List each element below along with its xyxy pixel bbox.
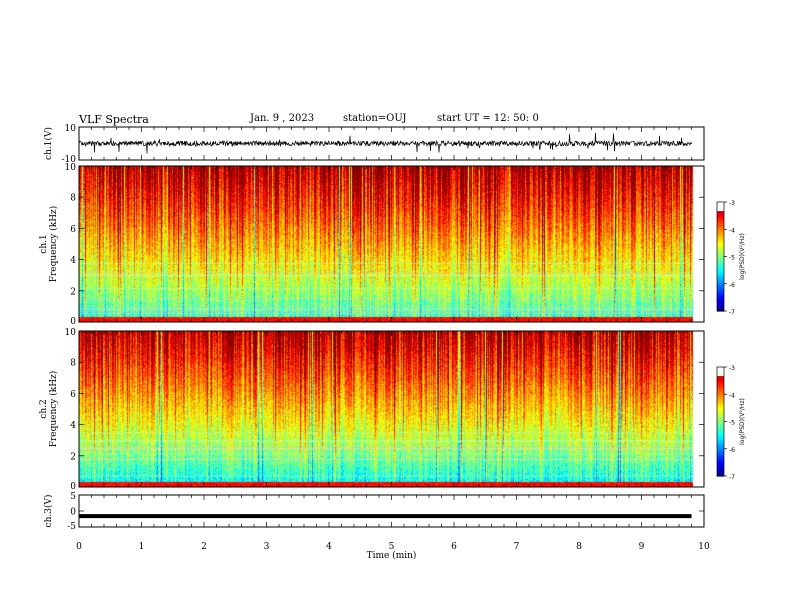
svg-text:log(PSD)(V²/Hz): log(PSD)(V²/Hz) xyxy=(739,233,746,280)
ch3-waveform-ylabel: ch.3(V) xyxy=(43,495,54,528)
ch1-spectrogram-colorbar-tick: -5 xyxy=(729,255,735,262)
date-label: Jan. 9 , 2023 xyxy=(250,113,315,124)
ch2-spectrogram-ytick-label: 10 xyxy=(65,328,77,338)
svg-text:ch.1: ch.1 xyxy=(39,234,49,253)
ch3-waveform-ytick-label: -5 xyxy=(67,522,76,532)
chart-title: VLF Spectra xyxy=(79,113,149,126)
svg-text:ch.3(V): ch.3(V) xyxy=(43,495,54,528)
xtick-label: 2 xyxy=(201,542,207,552)
svg-text:Frequency (kHz): Frequency (kHz) xyxy=(48,371,59,448)
start-time-label: start UT = 12: 50: 0 xyxy=(437,113,539,124)
ch2-spectrogram-ytick-label: 6 xyxy=(70,390,76,400)
ch2-spectrogram-colorbar-tick: -6 xyxy=(729,447,735,454)
xtick-label: 4 xyxy=(326,542,332,552)
ch1-spectrogram-ytick-label: 6 xyxy=(70,225,76,235)
xtick-label: 8 xyxy=(576,542,582,552)
ch3-waveform-ytick-label: 0 xyxy=(70,508,76,518)
ch2-spectrogram-ytick-label: 2 xyxy=(70,452,76,462)
xtick-label: 0 xyxy=(76,542,82,552)
ch1-spectrogram-ytick-label: 2 xyxy=(70,287,76,297)
ch3-waveform-ytick-label: 5 xyxy=(70,492,76,502)
svg-text:log(PSD)(V²/Hz): log(PSD)(V²/Hz) xyxy=(739,398,746,445)
ch1-spectrogram-ytick-label: 0 xyxy=(70,317,76,327)
ch2-spectrogram-ytick-label: 8 xyxy=(70,359,76,369)
xtick-label: 1 xyxy=(139,542,145,552)
ch1-spectrogram-ylabel: ch.1 Frequency (kHz) xyxy=(39,206,59,283)
ch1-spectrogram-colorbar-tick: -4 xyxy=(729,227,735,234)
ch1-waveform-trace xyxy=(78,132,692,154)
xtick-label: 9 xyxy=(639,542,645,552)
ch2-spectrogram-colorbar-tick: -7 xyxy=(729,474,735,481)
ch2-spectrogram-ytick-label: 0 xyxy=(70,482,76,492)
ch2-spectrogram-colorbar-tick: -3 xyxy=(729,365,735,372)
ch2-spectrogram-ytick-label: 4 xyxy=(70,421,76,431)
ch1-waveform-ytick-label: 10 xyxy=(65,124,77,134)
xtick-label: 7 xyxy=(514,542,520,552)
ch1-spectrogram-ytick-label: 8 xyxy=(70,194,76,204)
ch2-spectrogram-ylabel: ch.2 Frequency (kHz) xyxy=(39,371,59,448)
xtick-label: 3 xyxy=(264,542,270,552)
xtick-label: 5 xyxy=(389,542,395,552)
ch2-spectrogram-image xyxy=(79,331,704,487)
ch1-spectrogram-ytick-label: 4 xyxy=(70,256,76,266)
ch1-spectrogram-image xyxy=(79,166,704,322)
ch1-spectrogram-colorbar-label: log(PSD)(V²/Hz) xyxy=(739,233,746,280)
xtick-label: 6 xyxy=(451,542,457,552)
ch1-spectrogram-colorbar-tick: -6 xyxy=(729,282,735,289)
ch2-spectrogram-colorbar-label: log(PSD)(V²/Hz) xyxy=(739,398,746,445)
xtick-label: 10 xyxy=(698,542,710,552)
ch3-waveform-trace xyxy=(79,514,692,519)
ch1-spectrogram-colorbar-tick: -3 xyxy=(729,200,735,207)
ch1-spectrogram-ytick-label: 10 xyxy=(65,163,77,173)
svg-text:ch.2: ch.2 xyxy=(39,399,49,418)
svg-text:ch.1(V): ch.1(V) xyxy=(43,127,54,160)
ch2-spectrogram-colorbar-tick: -5 xyxy=(729,420,735,427)
xaxis-label: Time (min) xyxy=(367,550,417,561)
svg-text:Frequency (kHz): Frequency (kHz) xyxy=(48,206,59,283)
station-label: station=OUJ xyxy=(343,113,407,124)
ch1-waveform-ytick-label: -10 xyxy=(62,155,77,165)
ch2-spectrogram-colorbar-tick: -4 xyxy=(729,392,735,399)
ch1-spectrogram-colorbar-tick: -7 xyxy=(729,309,735,316)
ch1-waveform-ylabel: ch.1(V) xyxy=(43,127,54,160)
